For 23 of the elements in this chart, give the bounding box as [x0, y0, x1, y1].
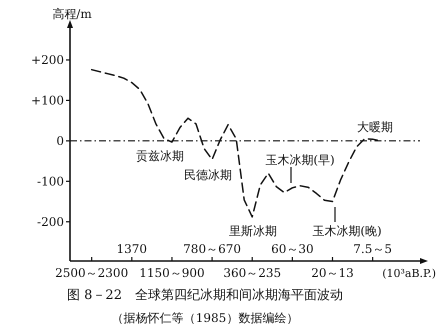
- x-tick-label: 60～30: [271, 242, 314, 256]
- annotation: 贡兹冰期: [136, 149, 184, 163]
- y-tick-label: +100: [31, 93, 64, 108]
- x-tick-label: 1370: [116, 242, 148, 256]
- x-tick-label: 1150～900: [139, 266, 205, 280]
- x-tick-label: 780～670: [183, 242, 241, 256]
- y-tick-label: -100: [37, 174, 64, 188]
- x-tick-label: 2500～2300: [55, 266, 128, 280]
- annotation: 里斯冰期: [229, 224, 277, 238]
- x-tick-label: 20～13: [311, 266, 354, 280]
- y-tick-label: 0: [56, 134, 64, 148]
- x-tick-label: 7.5～5: [353, 242, 392, 256]
- y-axis-title: 高程/m: [52, 7, 92, 21]
- annotation: 民德冰期: [184, 168, 232, 182]
- text: 图 8－22 全球第四纪冰期和间冰期海平面波动: [67, 288, 343, 303]
- y-tick-label: -200: [37, 214, 64, 229]
- x-tick-label: 360～235: [223, 266, 282, 280]
- annotation: 大暖期: [357, 120, 393, 134]
- annotation: 玉木冰期(晚): [312, 224, 382, 238]
- text: （据杨怀仁等（1985）数据编绘）: [112, 311, 298, 325]
- y-tick-label: +200: [31, 52, 64, 67]
- annotation: 玉木冰期(早): [265, 153, 335, 167]
- x-axis-title: (10³aB.P.): [382, 267, 436, 280]
